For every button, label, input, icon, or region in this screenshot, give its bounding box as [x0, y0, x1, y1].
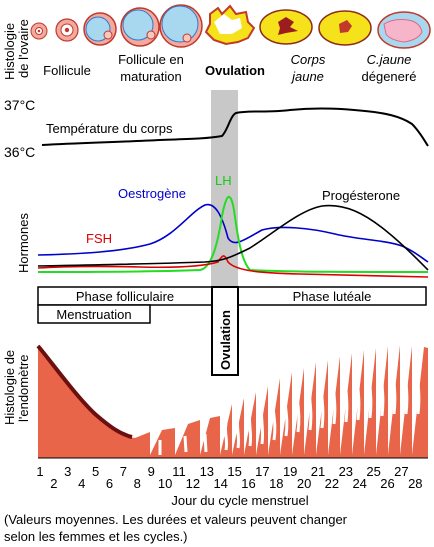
- day-label-17: 17: [255, 464, 269, 479]
- day-label-24: 24: [352, 476, 366, 491]
- temperature-tick-high: 37°C: [4, 97, 35, 113]
- day-label-15: 15: [227, 464, 241, 479]
- temperature-tick-low: 36°C: [4, 144, 35, 160]
- stage-label-maturing-line2: maturation: [120, 69, 181, 84]
- maturing-follicle-1-icon: [83, 12, 117, 46]
- stage-label-ovulation: Ovulation: [205, 63, 265, 78]
- lh-curve: [37, 195, 429, 273]
- day-label-2: 2: [50, 476, 57, 491]
- endometrium-axis-label-line2: l'endomètre: [16, 354, 31, 422]
- day-label-26: 26: [380, 476, 394, 491]
- ovary-axis-label-line2: de l'ovaire: [16, 19, 31, 78]
- day-label-22: 22: [325, 476, 339, 491]
- day-label-25: 25: [366, 464, 380, 479]
- ovary-axis-label: Histologie de l'ovaire: [2, 19, 31, 80]
- day-label-6: 6: [106, 476, 113, 491]
- day-label-11: 11: [172, 464, 186, 479]
- ovulation-bar: [211, 286, 239, 376]
- ovulation-rupture-icon: [204, 4, 256, 46]
- progesterone-label: Progésterone: [322, 188, 400, 203]
- temperature-curve: [41, 107, 429, 147]
- stage-label-follicle: Follicule: [43, 63, 91, 78]
- ovulation-band: [211, 90, 238, 286]
- luteal-phase-label: Phase lutéale: [293, 289, 372, 304]
- day-label-18: 18: [269, 476, 283, 491]
- day-label-9: 9: [148, 464, 155, 479]
- day-label-14: 14: [213, 476, 227, 491]
- stage-label-degenerated-line2: dégeneré: [362, 69, 417, 84]
- menstruation-bar: [37, 304, 151, 324]
- ovulation-bar-label: Ovulation: [218, 310, 233, 370]
- day-ticks-even: 2 4 6 8 10 12 14 16 18 20 22 24 26 28: [50, 476, 422, 491]
- day-label-8: 8: [134, 476, 141, 491]
- endometrium-shedding-edge: [36, 344, 133, 439]
- maturing-follicle-2-icon: [120, 7, 160, 47]
- hormones-axis-label: Hormones: [16, 213, 31, 273]
- day-ticks-odd: 1 3 5 7 9 11 13 15 17 19 21 23 25 27: [36, 464, 408, 479]
- corpus-luteum-2-icon: [318, 10, 372, 46]
- day-label-21: 21: [311, 464, 325, 479]
- day-label-1: 1: [36, 464, 43, 479]
- day-label-28: 28: [408, 476, 422, 491]
- lh-label: LH: [215, 173, 232, 188]
- day-label-13: 13: [200, 464, 214, 479]
- day-label-12: 12: [186, 476, 200, 491]
- maturing-follicle-3-icon: [159, 4, 203, 48]
- oestrogen-curve: [37, 203, 429, 263]
- day-label-7: 7: [120, 464, 127, 479]
- day-label-4: 4: [78, 476, 85, 491]
- menstruation-label: Menstruation: [56, 307, 131, 322]
- stage-label-corpus-luteum-line2: jaune: [290, 69, 324, 84]
- oestrogen-label: Oestrogène: [118, 186, 186, 201]
- degenerated-corpus-luteum-icon: [377, 11, 431, 49]
- day-label-19: 19: [283, 464, 297, 479]
- ovary-axis-label-line1: Histologie: [2, 23, 17, 80]
- fsh-label: FSH: [86, 231, 112, 246]
- day-label-5: 5: [92, 464, 99, 479]
- day-label-10: 10: [158, 476, 172, 491]
- fsh-curve: [37, 255, 429, 278]
- day-axis-title: Jour du cycle menstruel: [171, 493, 308, 508]
- day-label-20: 20: [297, 476, 311, 491]
- follicle-small-icon: [55, 18, 79, 42]
- day-label-3: 3: [64, 464, 71, 479]
- day-label-27: 27: [394, 464, 408, 479]
- day-label-16: 16: [241, 476, 255, 491]
- day-label-23: 23: [339, 464, 353, 479]
- follicle-icon: [30, 22, 48, 40]
- endometrium-fill: [38, 345, 428, 458]
- footnote-line2: selon les femmes et les cycles.): [4, 529, 188, 544]
- corpus-luteum-1-icon: [259, 9, 313, 45]
- endometrium-glands: [158, 359, 421, 455]
- follicular-phase-label: Phase folliculaire: [76, 289, 174, 304]
- endometrium-axis-label-line1: Histologie de: [2, 350, 17, 425]
- progesterone-curve: [37, 204, 429, 271]
- stage-label-degenerated-line1: C.jaune: [367, 52, 412, 67]
- footnote-line1: (Valeurs moyennes. Les durées et valeurs…: [4, 512, 348, 527]
- stage-label-maturing-line1: Follicule en: [118, 52, 184, 67]
- stage-label-corpus-luteum-line1: Corps: [291, 52, 326, 67]
- temperature-label: Température du corps: [46, 121, 173, 136]
